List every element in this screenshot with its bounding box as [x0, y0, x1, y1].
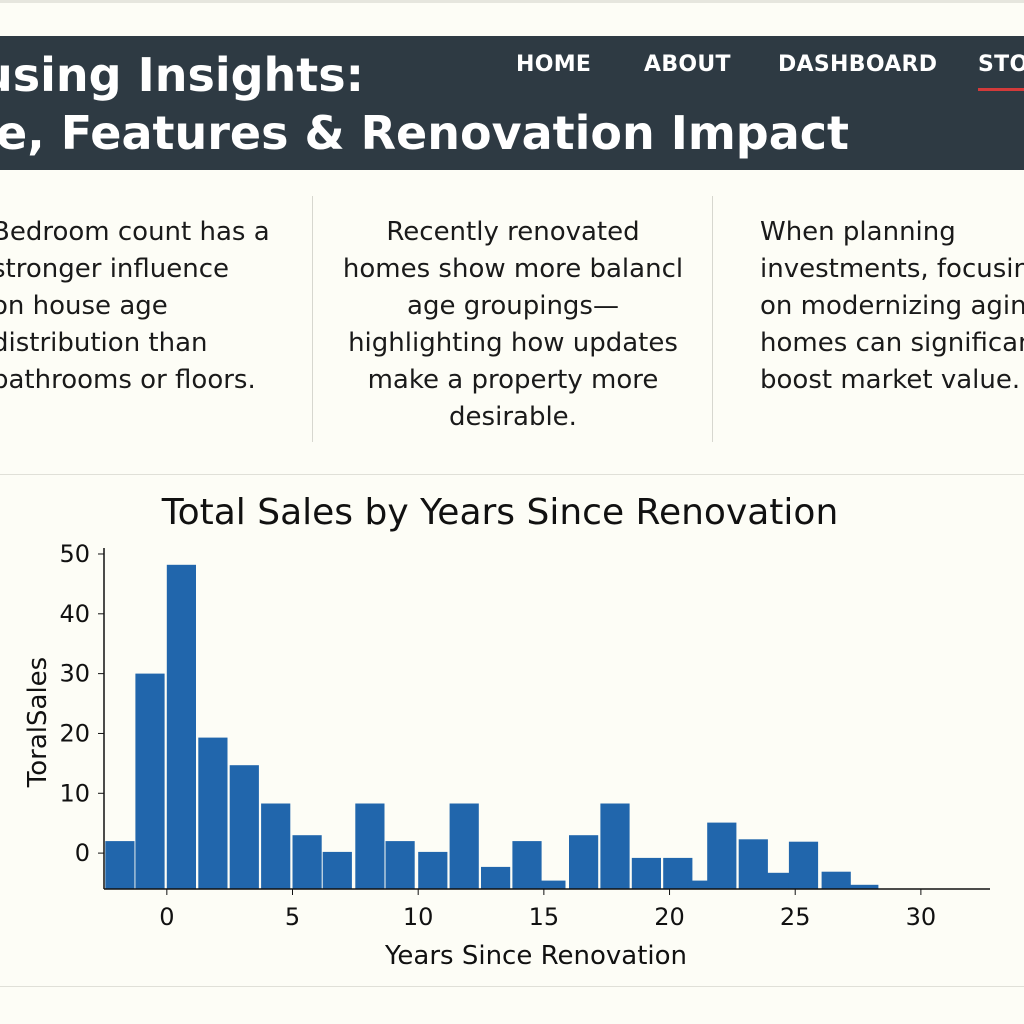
page-title-line-2: e, Features & Renovation Impact: [0, 106, 850, 160]
histogram-bar: [569, 835, 599, 889]
histogram-bar: [707, 822, 737, 889]
insight-line: make a property more: [367, 365, 659, 395]
top-border: [0, 0, 1024, 3]
x-axis-label: Years Since Renovation: [384, 941, 687, 971]
y-tick-label: 40: [59, 600, 90, 628]
histogram-bar: [322, 851, 352, 889]
nav-stories[interactable]: STO: [978, 52, 1024, 91]
insight-line: boost market value.: [760, 365, 1021, 395]
nav-home[interactable]: HOME: [516, 52, 592, 77]
bars-group: [105, 564, 879, 889]
insight-line: Bedroom count has a: [0, 217, 270, 247]
x-tick-label: 5: [285, 903, 300, 931]
nav-about[interactable]: ABOUT: [644, 52, 731, 77]
histogram-bar: [229, 765, 259, 889]
histogram-bar: [198, 737, 228, 889]
page-title-line-1: using Insights:: [0, 48, 365, 102]
x-tick-label: 30: [906, 903, 937, 931]
histogram-bar: [536, 880, 566, 889]
y-tick-label: 0: [75, 839, 90, 867]
insight-line: distribution than: [0, 328, 208, 358]
insight-card-bedrooms: Bedroom count has a stronger influence o…: [0, 214, 272, 399]
histogram-bar: [631, 857, 661, 889]
ticks-group: 0 5 10 15 20 25 30 0 10 20 30 40 50: [59, 540, 936, 931]
insight-line: age groupings—: [407, 291, 619, 321]
insights-section: Bedroom count has a stronger influence o…: [0, 196, 1024, 446]
histogram-bar: [166, 564, 196, 889]
insight-line: homes show more balancl: [342, 254, 684, 284]
histogram-bar: [687, 880, 717, 889]
histogram-bar: [261, 803, 291, 889]
insight-line: highlighting how updates: [348, 328, 678, 358]
column-divider: [312, 196, 313, 442]
y-tick-label: 50: [59, 540, 90, 568]
x-tick-label: 0: [159, 903, 174, 931]
histogram-bar: [788, 841, 819, 889]
histogram-bar: [481, 866, 511, 889]
insight-line: desirable.: [449, 402, 577, 432]
histogram-bar: [765, 872, 795, 889]
y-tick-label: 20: [59, 719, 90, 747]
x-tick-label: 25: [780, 903, 811, 931]
chart-title: Total Sales by Years Since Renovation: [161, 492, 839, 533]
y-axis-label: ToralSales: [23, 657, 53, 788]
column-divider: [712, 196, 713, 442]
insight-line: When planning: [760, 217, 956, 247]
insight-card-investment: When planning investments, focusing on m…: [760, 214, 1024, 399]
histogram-bar: [135, 673, 165, 889]
insight-line: bathrooms or floors.: [0, 365, 256, 395]
nav-dashboard[interactable]: DASHBOARD: [778, 52, 938, 77]
histogram-bar: [738, 839, 768, 889]
section-divider: [0, 474, 1024, 475]
histogram-bar: [600, 803, 630, 889]
histogram-bar: [385, 841, 415, 889]
insight-line: homes can significant: [760, 328, 1024, 358]
histogram-bar: [105, 841, 135, 889]
histogram-bar: [292, 835, 322, 889]
insight-card-renovation: Recently renovated homes show more balan…: [330, 214, 696, 436]
sales-histogram-chart: Total Sales by Years Since Renovation 0 5…: [23, 492, 990, 971]
insight-line: on modernizing aging: [760, 291, 1024, 321]
histogram-bar: [449, 803, 479, 889]
insight-line: Recently renovated: [386, 217, 640, 247]
insight-line: investments, focusing: [760, 254, 1024, 284]
page-header: using Insights: e, Features & Renovation…: [0, 36, 1024, 170]
histogram-bar: [849, 884, 879, 889]
x-tick-label: 20: [654, 903, 685, 931]
section-divider: [0, 986, 1024, 987]
histogram-bar: [355, 803, 385, 889]
y-tick-label: 30: [59, 660, 90, 688]
y-tick-label: 10: [59, 779, 90, 807]
x-tick-label: 15: [529, 903, 560, 931]
insight-line: on house age: [0, 291, 168, 321]
main-nav: HOME ABOUT DASHBOARD STO: [0, 52, 1024, 92]
histogram-bar: [418, 851, 448, 889]
histogram-bar: [821, 871, 851, 889]
insight-line: stronger influence: [0, 254, 230, 284]
x-tick-label: 10: [403, 903, 434, 931]
